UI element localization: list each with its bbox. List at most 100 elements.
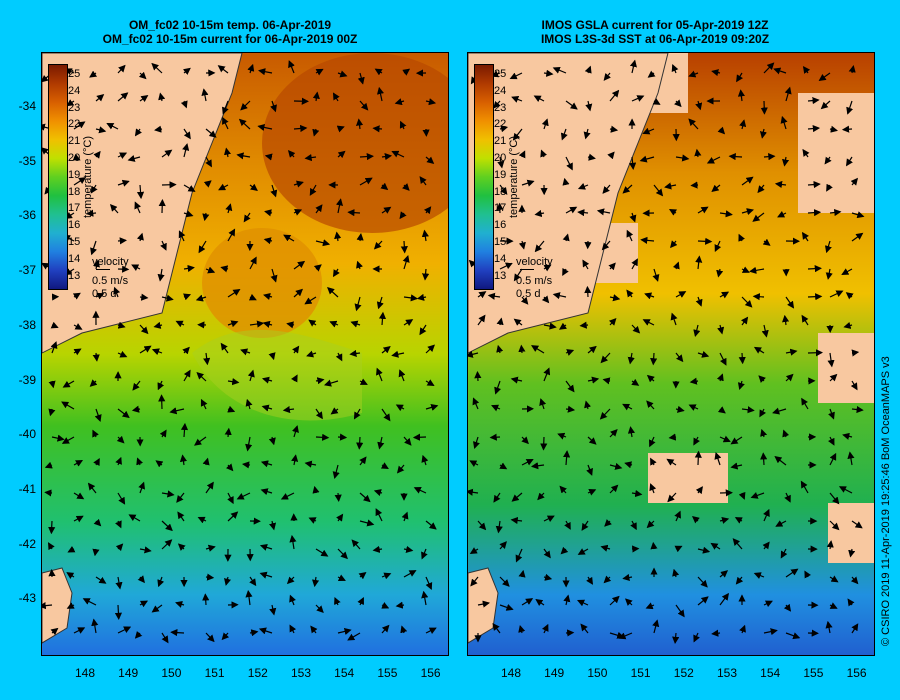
left-map-svg <box>42 53 448 655</box>
colorbar-tick-label: 13 <box>68 269 81 282</box>
current-arrow <box>587 376 600 384</box>
current-arrow <box>719 592 729 606</box>
current-arrow <box>750 492 765 499</box>
current-arrow <box>603 575 612 584</box>
current-arrow <box>312 485 320 494</box>
current-arrow <box>697 237 713 245</box>
current-arrow <box>161 632 169 644</box>
current-arrow <box>315 204 323 214</box>
right-velocity-speed: 0.5 m/s <box>516 275 553 287</box>
right-colorbar <box>474 64 494 290</box>
current-arrow <box>511 96 523 103</box>
current-arrow <box>258 627 273 635</box>
current-arrow <box>582 259 590 270</box>
right-velocity-legend: velocity 0.5 m/s 0.5 d <box>516 256 553 301</box>
current-arrow <box>543 515 555 523</box>
current-arrow <box>421 548 428 560</box>
current-arrow <box>763 62 775 74</box>
current-arrow <box>66 572 75 579</box>
current-arrow <box>675 352 684 363</box>
current-arrow <box>95 94 105 102</box>
x-tick-label: 152 <box>673 666 694 680</box>
current-arrow <box>227 228 236 242</box>
current-arrow <box>357 72 365 85</box>
current-arrow <box>586 464 593 476</box>
current-arrow <box>304 296 317 305</box>
current-arrow <box>161 294 174 302</box>
current-arrow <box>313 264 322 272</box>
current-arrow <box>336 125 345 133</box>
x-tick-label: 155 <box>803 666 824 680</box>
current-arrow <box>292 345 300 354</box>
current-arrow <box>586 576 594 585</box>
current-arrow <box>291 454 299 466</box>
current-arrow <box>347 209 361 217</box>
current-arrow <box>161 539 173 550</box>
current-arrow <box>499 462 508 470</box>
current-arrow <box>622 184 633 194</box>
current-arrow <box>534 240 545 253</box>
x-tick-label: 156 <box>420 666 441 680</box>
current-arrow <box>283 234 295 242</box>
current-arrow <box>249 576 257 587</box>
current-arrow <box>48 542 55 551</box>
current-arrow <box>850 576 859 585</box>
current-arrow <box>249 256 257 270</box>
colorbar-tick-label: 24 <box>494 84 507 97</box>
current-arrow <box>513 268 523 282</box>
current-arrow <box>807 293 823 301</box>
current-arrow <box>596 208 611 216</box>
current-arrow <box>469 460 479 467</box>
current-arrow <box>782 429 790 438</box>
current-arrow <box>403 436 412 446</box>
current-arrow <box>201 88 209 102</box>
current-arrow <box>270 184 278 198</box>
current-arrow <box>581 520 589 531</box>
current-arrow <box>315 408 323 420</box>
x-tick-label: 149 <box>118 666 139 680</box>
current-arrow <box>785 632 801 640</box>
current-arrow <box>87 482 97 494</box>
current-arrow <box>622 403 633 411</box>
current-arrow <box>127 154 141 162</box>
current-arrow <box>117 350 128 358</box>
current-arrow <box>521 598 534 606</box>
current-arrow <box>224 576 232 586</box>
current-arrow <box>222 100 229 115</box>
current-arrow <box>117 152 128 159</box>
current-arrow <box>730 462 743 470</box>
current-arrow <box>260 488 273 496</box>
current-arrow <box>66 602 75 609</box>
current-arrow <box>740 316 749 326</box>
current-arrow <box>829 290 844 298</box>
current-arrow <box>668 433 677 441</box>
current-arrow <box>640 236 655 244</box>
current-arrow <box>468 350 479 358</box>
current-arrow <box>48 408 56 417</box>
current-arrow <box>95 126 107 134</box>
right-title-line1: IMOS GSLA current for 05-Apr-2019 12Z <box>541 18 769 32</box>
current-arrow <box>757 184 765 194</box>
current-arrow <box>245 589 253 606</box>
right-title-line2: IMOS L3S-3d SST at 06-Apr-2019 09:20Z <box>540 32 770 46</box>
current-arrow <box>151 604 163 613</box>
current-arrow <box>784 492 791 503</box>
current-arrow <box>205 573 215 581</box>
current-arrow <box>154 125 163 133</box>
current-arrow <box>543 264 552 272</box>
current-arrow <box>227 320 239 328</box>
current-arrow <box>180 100 188 109</box>
current-arrow <box>44 461 53 469</box>
current-arrow <box>309 184 317 196</box>
current-arrow <box>851 232 864 242</box>
current-arrow <box>493 100 501 109</box>
right-velocity-label: velocity <box>516 256 553 268</box>
current-arrow <box>487 292 501 300</box>
current-arrow <box>376 296 384 310</box>
current-arrow <box>541 295 550 304</box>
current-arrow <box>381 572 392 580</box>
colorbar-tick-label: 14 <box>494 252 507 265</box>
left-land-mainland <box>42 53 243 354</box>
current-arrow <box>618 632 633 640</box>
current-arrow <box>777 210 787 218</box>
